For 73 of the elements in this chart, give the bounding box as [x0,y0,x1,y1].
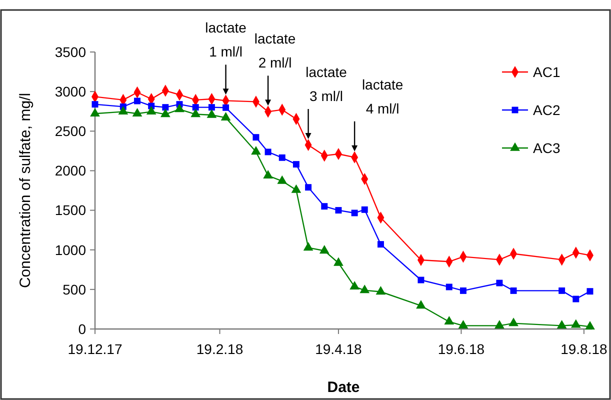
point [418,276,424,284]
point [292,161,300,168]
point [334,257,344,266]
point [277,175,288,184]
point [321,203,328,210]
legend-label: AC3 [533,140,560,156]
point [190,108,201,118]
x-tick-label: 19.6.18 [438,341,485,357]
x-tick-label: 19.2.18 [196,341,244,357]
point [118,106,128,115]
point [252,134,260,141]
point [570,319,581,328]
point [444,316,454,325]
point [305,184,312,191]
point [494,320,504,329]
point [160,108,170,118]
y-axis-title: Concentration of sulfate, mg/l [17,92,34,288]
point [134,98,140,104]
x-tick-label: 19.12.17 [68,341,122,357]
annotation: lactate 3 ml/l [306,64,348,104]
annotation: lactate 2 ml/l [254,30,296,71]
y-tick-label: 500 [62,281,86,298]
point [335,207,342,214]
point [360,284,370,294]
legend-label: AC1 [533,64,560,80]
y-tick-label: 2000 [54,162,86,179]
legend-label: AC2 [533,102,560,118]
point [319,245,330,254]
point [351,210,358,216]
point [416,300,426,309]
point [192,104,199,111]
point [377,241,384,248]
point [446,284,452,290]
x-axis-title: Date [327,379,360,396]
y-tick-label: 3500 [54,44,86,60]
y-tick-label: 0 [78,320,86,337]
y-tick-label: 1000 [54,242,86,258]
point [208,104,215,111]
y-tick-label: 2500 [54,123,86,140]
point [264,148,272,156]
point [585,321,595,330]
point [458,320,468,329]
point [220,112,231,121]
point [572,296,580,302]
x-tick-label: 19.8.18 [560,341,608,357]
point [278,154,286,161]
point [222,104,230,111]
point [174,104,184,112]
x-tick-label: 19.4.18 [315,341,362,357]
point [92,101,98,108]
point [263,170,273,179]
y-tick-label: 3000 [54,83,86,100]
point [460,287,466,294]
point [558,287,566,294]
point [146,106,156,115]
point [132,108,142,116]
point [303,242,314,251]
point [90,108,100,116]
point [206,109,217,118]
point [376,286,386,295]
annotation: lactate 4 ml/l [362,76,404,116]
point [556,320,567,329]
point [496,280,503,286]
point [510,287,517,294]
point [508,318,518,326]
point [291,184,302,193]
point [586,288,594,295]
point [350,280,360,290]
point [251,146,261,155]
annotation: lactate 1 ml/l [205,20,247,60]
y-tick-label: 1500 [54,202,86,218]
point [361,206,368,213]
point [162,104,169,111]
